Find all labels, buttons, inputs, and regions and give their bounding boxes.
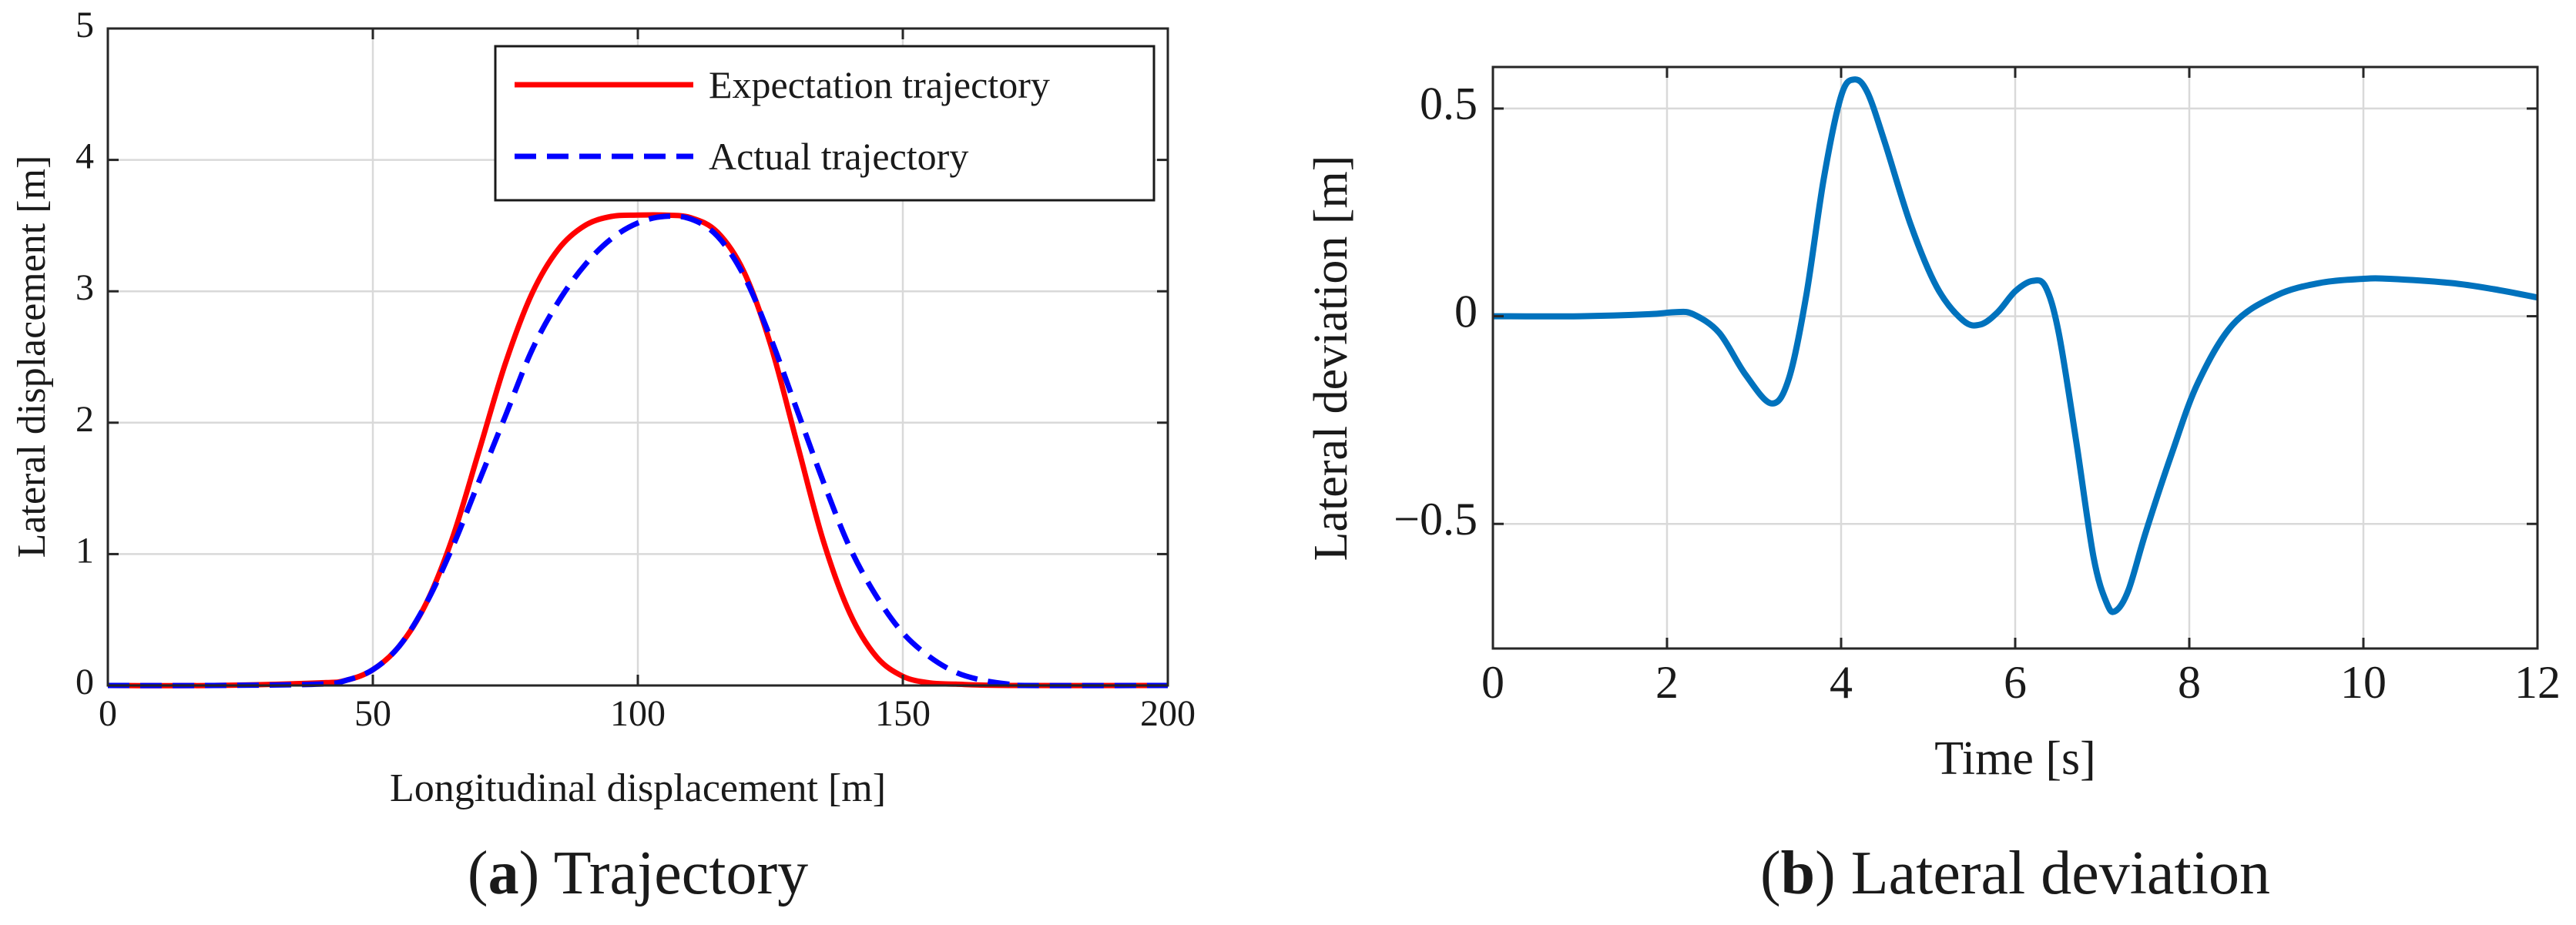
legend-label-actual: Actual trajectory [709,135,968,178]
deviation-x-tick-label: 6 [2004,657,2027,708]
trajectory-y-tick-label: 2 [75,399,94,440]
deviation-caption-label: b [1781,840,1816,907]
trajectory-series-line-2 [107,213,1169,689]
deviation-x-axis-label: Time [s] [1934,732,2096,785]
trajectory-series [107,212,1169,689]
trajectory-y-tick-label: 5 [75,5,94,45]
trajectory-caption: (a) Trajectory [468,840,808,907]
trajectory-x-tick-label: 50 [354,693,391,734]
legend-box [494,45,1156,202]
deviation-caption-text: Lateral deviation [1851,840,2270,907]
trajectory-y-tick-label: 0 [75,662,94,702]
deviation-y-tick-label: 0 [1454,286,1478,337]
deviation-x-tick-label: 8 [2178,657,2201,708]
trajectory-y-tick-label: 3 [75,267,94,308]
deviation-y-tick-label: −0.5 [1394,494,1478,545]
deviation-x-tick-label: 0 [1481,657,1504,708]
trajectory-legend: Expectation trajectory Actual trajectory [494,45,1156,202]
trajectory-series-line-1 [107,212,1169,689]
trajectory-x-tick-label: 0 [99,693,117,734]
trajectory-x-tick-label: 100 [610,693,666,734]
lateral-deviation-panel: 0 2 4 6 8 10 12 0.5 0 −0.5 Time [s] Lateral devia… [1305,65,2561,907]
deviation-series-line-1 [1492,76,2538,615]
trajectory-x-tick-label: 200 [1140,693,1196,734]
trajectory-caption-text: Trajectory [554,840,808,907]
trajectory-y-tick-label: 4 [75,136,94,177]
deviation-y-axis-label: Lateral deviation [m] [1305,156,1357,561]
trajectory-x-axis-label: Longitudinal displacement [m] [390,766,886,810]
deviation-caption: (b) Lateral deviation [1760,840,2270,907]
legend-label-expectation: Expectation trajectory [709,63,1050,106]
deviation-ticks: 0 2 4 6 8 10 12 0.5 0 −0.5 [1394,67,2561,708]
trajectory-y-tick-label: 1 [75,530,94,571]
deviation-x-tick-label: 4 [1830,657,1853,708]
trajectory-x-tick-label: 150 [875,693,931,734]
deviation-x-tick-label: 12 [2514,657,2561,708]
trajectory-ticks: 0 50 100 150 200 0 1 2 3 4 5 [75,5,1196,734]
trajectory-y-axis-label: Lateral displacement [m] [10,156,54,558]
deviation-y-tick-label: 0.5 [1420,79,1478,129]
trajectory-caption-label: a [488,840,519,907]
deviation-x-tick-label: 10 [2340,657,2386,708]
deviation-x-tick-label: 2 [1655,657,1679,708]
deviation-series [1492,76,2538,615]
trajectory-panel: 0 50 100 150 200 0 1 2 3 4 5 Longitudinal displace… [10,5,1196,907]
